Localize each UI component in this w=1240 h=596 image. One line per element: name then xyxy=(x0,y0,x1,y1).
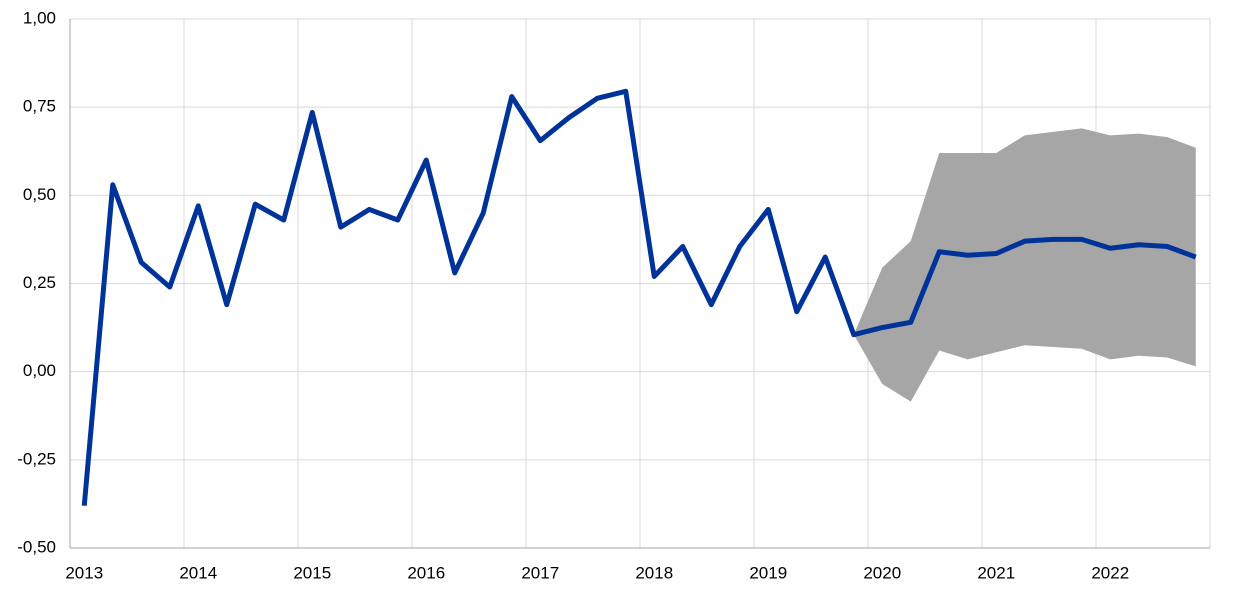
y-tick-label: 0,75 xyxy=(23,97,56,116)
y-tick-label: 0,00 xyxy=(23,361,56,380)
x-tick-label: 2022 xyxy=(1091,563,1129,582)
y-tick-label: 0,50 xyxy=(23,185,56,204)
y-tick-label: 0,25 xyxy=(23,273,56,292)
x-tick-label: 2019 xyxy=(749,563,787,582)
x-tick-label: 2013 xyxy=(65,563,103,582)
x-tick-label: 2021 xyxy=(977,563,1015,582)
x-tick-label: 2020 xyxy=(863,563,901,582)
x-tick-label: 2017 xyxy=(521,563,559,582)
line xyxy=(81,88,1197,506)
x-tick-label: 2016 xyxy=(407,563,445,582)
x-tick-label: 2014 xyxy=(179,563,217,582)
x-tick-label: 2015 xyxy=(293,563,331,582)
range-band xyxy=(853,128,1196,402)
x-tick-label: 2018 xyxy=(635,563,673,582)
y-tick-label: -0,50 xyxy=(17,537,56,556)
y-tick-label: -0,25 xyxy=(17,449,56,468)
y-tick-label: 1,00 xyxy=(23,8,56,27)
